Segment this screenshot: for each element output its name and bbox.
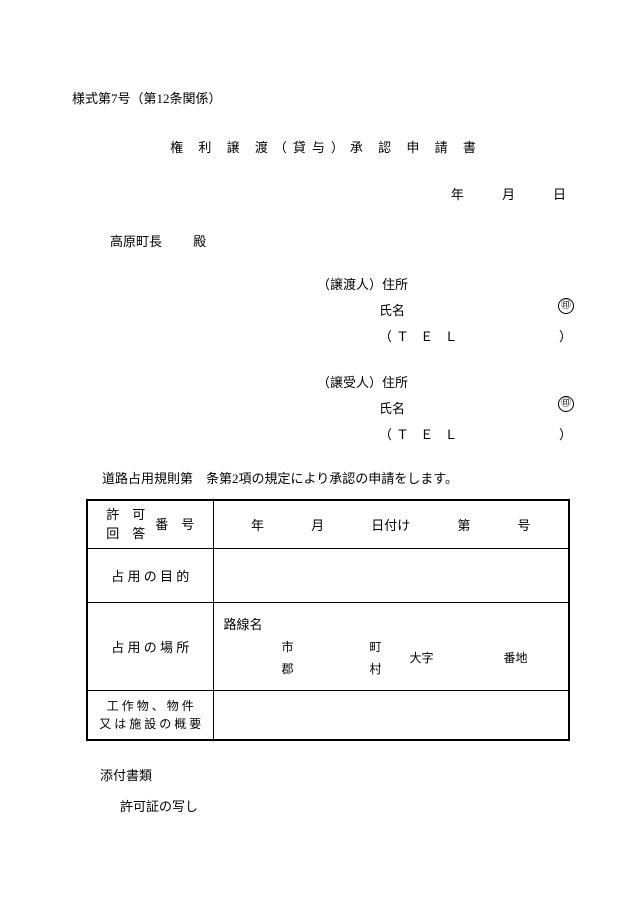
mayor-name: 高原町長 (110, 231, 190, 250)
table-row: 占 用 の 目 的 (87, 548, 569, 602)
table-row: 許 可 回 答 番 号 年 月 日付け 第 号 (87, 500, 569, 548)
location-label: 占 用 の 場 所 (87, 602, 213, 690)
recipient-line: 高原町長 殿 (72, 231, 580, 250)
transferor-block: （譲渡人）住所 氏名 ㊞ （Ｔ Ｅ Ｌ ） (72, 272, 580, 350)
purpose-label: 占 用 の 目 的 (87, 548, 213, 602)
purpose-cell (213, 548, 569, 602)
month-label: 月 (502, 187, 519, 202)
permit-dated: 日付け (371, 515, 410, 534)
label-permit: 許 可 (106, 505, 145, 525)
structure-line2: 又 は 施 設 の 概 要 (88, 715, 213, 733)
structure-label: 工 作 物 、 物 件 又 は 施 設 の 概 要 (87, 690, 213, 740)
form-number: 様式第7号（第12条関係） (72, 88, 580, 107)
transferor-tel-label: （Ｔ Ｅ Ｌ (379, 324, 462, 350)
transferee-tel-line: （Ｔ Ｅ Ｌ ） (317, 422, 580, 448)
transferor-address: （譲渡人）住所 (317, 272, 580, 298)
county-label: 郡 (281, 659, 293, 681)
honorific: 殿 (193, 234, 206, 249)
application-table: 許 可 回 答 番 号 年 月 日付け 第 号 占 用 の 目 的 占 用 (86, 499, 570, 741)
seal-icon: ㊞ (558, 396, 574, 412)
tel-close-paren: ） (559, 324, 572, 350)
statement-text: 道路占用規則第 条第2項の規定により承認の申請をします。 (102, 468, 580, 487)
attachment-item: 許可証の写し (120, 796, 580, 815)
route-name-label: 路線名 (224, 614, 559, 633)
transferor-name-label: 氏名 (379, 298, 405, 324)
location-text: 占 用 の 場 所 (111, 640, 189, 655)
town-label: 町 (369, 637, 381, 659)
structure-line1: 工 作 物 、 物 件 (88, 697, 213, 715)
permit-dai: 第 (457, 515, 470, 534)
purpose-text: 占 用 の 目 的 (111, 569, 189, 584)
transferee-name-line: 氏名 ㊞ (317, 396, 580, 422)
permit-month: 月 (311, 515, 324, 534)
document-title: 権 利 譲 渡（貸与）承 認 申 請 書 (72, 137, 580, 156)
location-cell: 路線名 市 郡 町 村 大字 番地 (213, 602, 569, 690)
transferee-address: （譲受人）住所 (317, 370, 580, 396)
table-row: 占 用 の 場 所 路線名 市 郡 町 村 大字 (87, 602, 569, 690)
year-label: 年 (451, 187, 468, 202)
table-row: 工 作 物 、 物 件 又 は 施 設 の 概 要 (87, 690, 569, 740)
permit-number-cell: 年 月 日付け 第 号 (213, 500, 569, 548)
permit-go: 号 (517, 515, 530, 534)
transferor-heading: （譲渡人）住所 (317, 272, 408, 298)
date-line: 年 月 日 (72, 184, 580, 203)
village-label: 村 (369, 659, 381, 681)
permit-number-label: 許 可 回 答 番 号 (87, 500, 213, 548)
label-reply: 回 答 (106, 524, 145, 544)
transferee-name-label: 氏名 (379, 396, 405, 422)
city-label: 市 (281, 637, 293, 659)
label-number: 番 号 (155, 505, 194, 544)
transferee-heading: （譲受人）住所 (317, 370, 408, 396)
seal-icon: ㊞ (558, 298, 574, 314)
transferor-tel-line: （Ｔ Ｅ Ｌ ） (317, 324, 580, 350)
attachments-heading: 添付書類 (100, 765, 580, 784)
transferee-block: （譲受人）住所 氏名 ㊞ （Ｔ Ｅ Ｌ ） (72, 370, 580, 448)
structure-cell (213, 690, 569, 740)
oaza-label: 大字 (410, 637, 434, 680)
tel-close-paren: ） (559, 422, 572, 448)
day-label: 日 (553, 187, 570, 202)
permit-year: 年 (251, 515, 264, 534)
transferee-tel-label: （Ｔ Ｅ Ｌ (379, 422, 462, 448)
banchi-label: 番地 (504, 637, 528, 680)
transferor-name-line: 氏名 ㊞ (317, 298, 580, 324)
